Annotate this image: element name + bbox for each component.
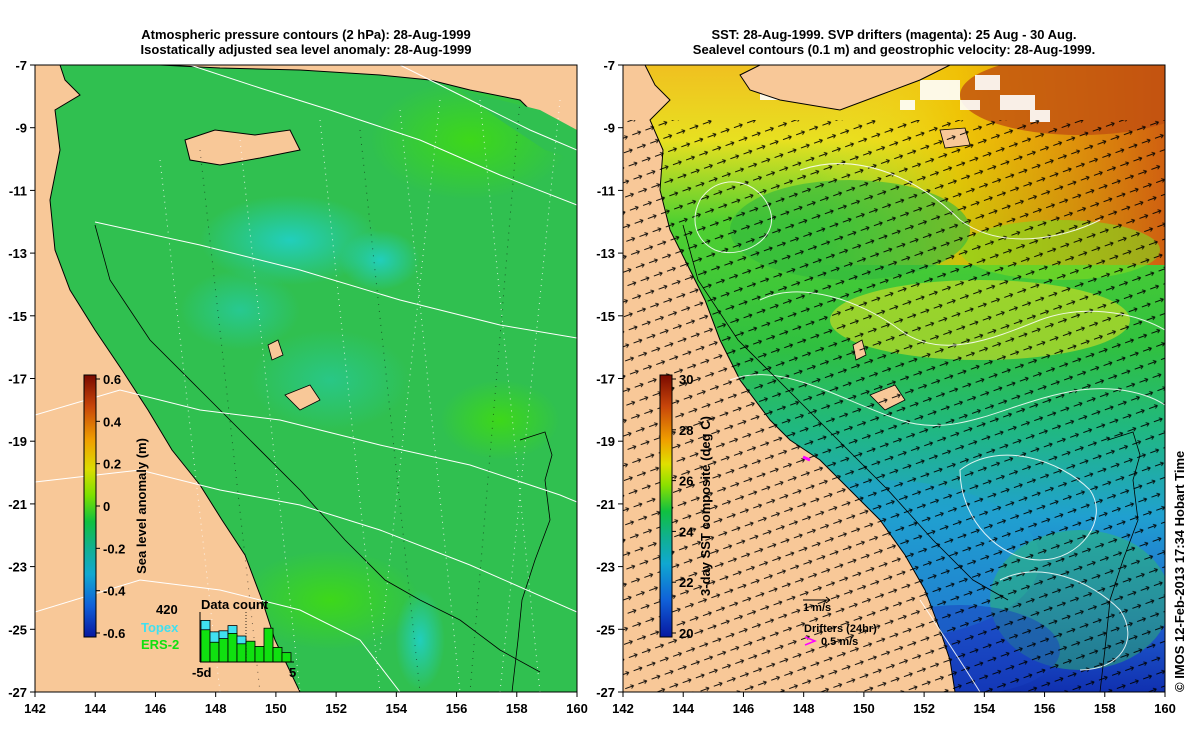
left-xtick-label: 152 xyxy=(325,701,347,716)
left-xtick-label: 156 xyxy=(446,701,468,716)
left-ytick-label: -19 xyxy=(8,434,27,449)
right-axes: 142 144 146 148 150 152 154 156 158 160 -7 -9 -11 -13… xyxy=(596,58,1176,716)
left-land-png xyxy=(159,65,577,151)
right-title-line2: Sealevel contours (0.1 m) and geostrophi… xyxy=(692,42,1096,57)
right-ytick-label: -17 xyxy=(596,372,615,387)
drifter-legend-title: Drifters (24hr) xyxy=(804,623,877,635)
left-colorbar: 0.6 0.4 0.2 0 -0.2 -0.4 -0.6 Sea level anomaly… xyxy=(83,372,149,641)
right-xtick-label: 160 xyxy=(1154,701,1176,716)
left-title-line1: Atmospheric pressure contours (2 hPa): 2… xyxy=(141,27,471,42)
data-count-max: 420 xyxy=(156,602,178,617)
left-colorbar-tick: 0.4 xyxy=(103,414,122,429)
left-colorbar-tick: 0.2 xyxy=(103,457,121,472)
ers2-count-bar xyxy=(227,633,238,663)
right-xtick-label: 142 xyxy=(612,701,634,716)
right-colorbar-tick: 28 xyxy=(679,423,693,438)
left-ytick-label: -17 xyxy=(8,372,27,387)
right-ytick-label: -25 xyxy=(596,622,615,637)
right-colorbar-tick: 22 xyxy=(679,575,693,590)
left-ytick-label: -23 xyxy=(8,560,27,575)
left-xtick-label: 154 xyxy=(385,701,407,716)
left-xtick-label: 158 xyxy=(506,701,528,716)
left-ytick-label: -25 xyxy=(8,622,27,637)
left-colorbar-tick: 0.6 xyxy=(103,372,121,387)
right-xtick-label: 152 xyxy=(913,701,935,716)
left-colorbar-tick: -0.4 xyxy=(103,584,126,599)
right-colorbar-tick: 30 xyxy=(679,372,693,387)
data-count-xtick-right: 5 xyxy=(289,665,296,680)
data-count-xtick-left: -5d xyxy=(192,665,212,680)
right-title-line1: SST: 28-Aug-1999. SVP drifters (magenta)… xyxy=(711,27,1077,42)
right-ytick-label: -13 xyxy=(596,246,615,261)
left-colorbar-tick: 0 xyxy=(103,499,110,514)
right-colorbar-tick: 26 xyxy=(679,474,693,489)
left-colorbar-tick: -0.6 xyxy=(103,626,125,641)
pressure-contours xyxy=(35,65,577,692)
left-xtick-label: 142 xyxy=(24,701,46,716)
ers2-count-bar xyxy=(281,652,292,663)
left-ytick-label: -27 xyxy=(8,685,27,700)
left-xtick-label: 146 xyxy=(145,701,167,716)
right-colorbar-tick: 24 xyxy=(679,524,694,539)
right-map xyxy=(623,65,1165,692)
sealevel-contours xyxy=(694,163,1165,692)
right-xtick-label: 156 xyxy=(1034,701,1056,716)
ers2-count-bar xyxy=(254,646,265,663)
ers2-count-bar xyxy=(272,647,283,663)
right-xtick-label: 154 xyxy=(973,701,995,716)
left-xtick-label: 148 xyxy=(205,701,227,716)
legend-topex: Topex xyxy=(141,620,179,635)
left-colorbar-label: Sea level anomaly (m) xyxy=(134,438,149,574)
right-ytick-label: -21 xyxy=(596,497,615,512)
data-count-title: Data count xyxy=(201,597,269,612)
right-land-png xyxy=(739,65,951,111)
left-xtick-label: 144 xyxy=(84,701,106,716)
right-xtick-label: 150 xyxy=(853,701,875,716)
left-axes: 142 144 146 148 150 152 154 156 158 160 -7 -9 -11 -13… xyxy=(8,58,588,716)
ers2-count-bar xyxy=(263,627,274,663)
right-colorbar: 30 28 26 24 22 20 3-day SST composite (deg C) xyxy=(659,372,713,641)
left-ytick-label: -7 xyxy=(15,58,27,73)
right-ytick-label: -19 xyxy=(596,434,615,449)
data-count-inset: Data count 420 Topex ERS-2 -5d 5 xyxy=(141,597,296,680)
left-ytick-label: -13 xyxy=(8,246,27,261)
drifter-legend-speed: 0.5 m/s xyxy=(821,636,858,648)
left-xtick-label: 160 xyxy=(566,701,588,716)
right-ytick-label: -27 xyxy=(596,685,615,700)
right-ytick-label: -7 xyxy=(603,58,615,73)
left-title-line2: Isostatically adjusted sea level anomaly… xyxy=(140,42,472,57)
right-xtick-label: 148 xyxy=(793,701,815,716)
right-colorbar-tick: 20 xyxy=(679,626,693,641)
left-colorbar-tick: -0.2 xyxy=(103,541,125,556)
ers2-count-bar xyxy=(200,629,211,663)
left-xtick-label: 150 xyxy=(265,701,287,716)
right-ytick-label: -15 xyxy=(596,309,615,324)
ers2-count-bar xyxy=(236,643,247,663)
ers2-count-bar xyxy=(218,638,229,663)
left-map xyxy=(35,65,577,692)
left-ytick-label: -11 xyxy=(9,183,27,198)
velocity-legend-label: 1 m/s xyxy=(803,602,831,614)
left-ytick-label: -21 xyxy=(8,497,27,512)
right-ytick-label: -9 xyxy=(603,121,615,136)
right-colorbar-label: 3-day SST composite (deg C) xyxy=(698,416,713,596)
legend-ers2: ERS-2 xyxy=(141,637,179,652)
ers2-count-bar xyxy=(209,641,220,663)
right-xtick-label: 158 xyxy=(1094,701,1116,716)
ers2-count-bar xyxy=(245,640,256,663)
right-ytick-label: -23 xyxy=(596,560,615,575)
drifter-legend: Drifters (24hr) 0.5 m/s xyxy=(804,623,877,648)
left-ytick-label: -15 xyxy=(8,309,27,324)
right-ytick-label: -11 xyxy=(597,183,615,198)
left-land-australia xyxy=(35,65,301,692)
copyright-notice: © IMOS 12-Feb-2013 17:34 Hobart Time xyxy=(1172,450,1187,692)
right-xtick-label: 146 xyxy=(733,701,755,716)
left-ytick-label: -9 xyxy=(15,121,27,136)
velocity-legend: 1 m/s xyxy=(803,596,831,614)
right-xtick-label: 144 xyxy=(672,701,694,716)
